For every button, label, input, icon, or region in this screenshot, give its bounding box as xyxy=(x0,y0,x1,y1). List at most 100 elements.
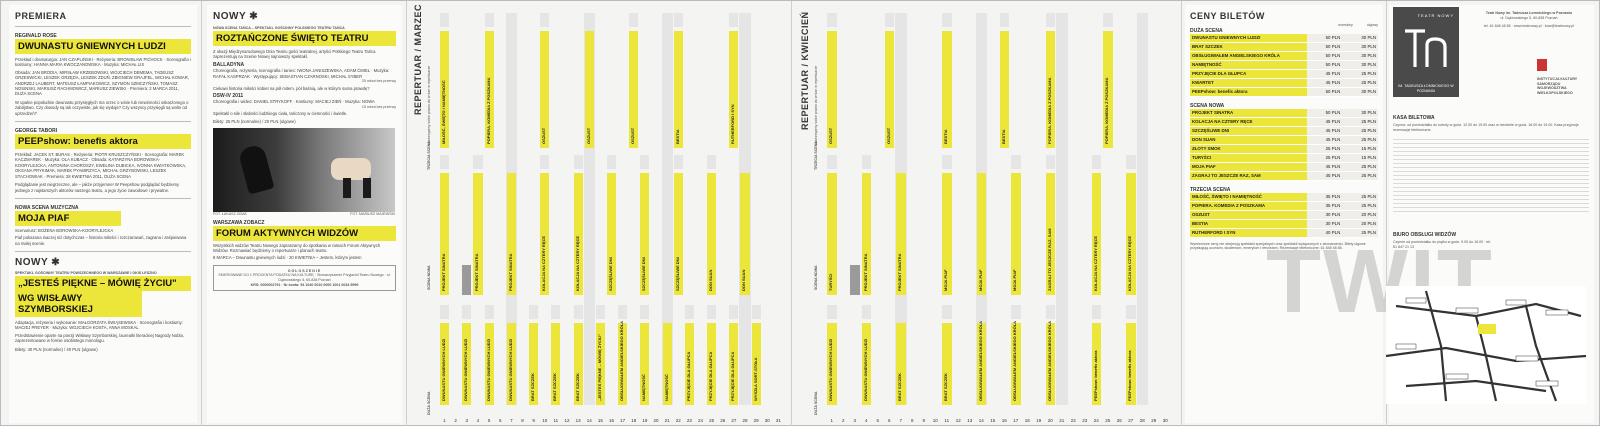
theatre-logo: TEATR NOWY IM. TADEUSZA ŁOMNICKIEGO W PO… xyxy=(1393,7,1459,97)
special-marker xyxy=(462,265,472,295)
play-description: Przedstawienie oparte na poezji Wisławy … xyxy=(15,332,184,343)
event-author: WARSZAWA ZOBACZ xyxy=(213,219,265,226)
time-slot xyxy=(529,305,539,319)
performance-title: DON SUAN xyxy=(708,269,714,291)
day-number: 14 xyxy=(978,418,984,423)
box-office: KASA BILETOWA Czynna: od poniedziałku do… xyxy=(1393,109,1589,213)
performance-cell: OSZUST xyxy=(884,31,894,148)
time-slot xyxy=(1011,155,1021,169)
event-note: SPEKTAKL GOŚCINNY TEATRU POWSZECHNEGO W … xyxy=(15,271,157,276)
time-slot xyxy=(942,13,952,27)
price-table-new: PROJEKT SINATRA 50 PLN 30 PLN KOLACJA NA CZ… xyxy=(1190,108,1378,181)
price-normal: 35 PLN xyxy=(1306,201,1343,211)
performance-cell: MOJA PIAF xyxy=(1011,173,1021,295)
time-slot xyxy=(662,305,672,319)
performance-title: NAMIĘTNOŚĆ xyxy=(663,374,669,401)
price-reduced: 30 PLN xyxy=(1342,87,1378,97)
play-title: MOJA PIAF xyxy=(15,210,121,226)
performance-cell: KOLACJA NA CZTERY RĘCE xyxy=(1126,173,1136,295)
events-panel: NOWY ✱ NOWA SCENA TAŃCA – SPEKTAKL GOŚCI… xyxy=(207,5,402,423)
show-name: DON SUAN xyxy=(1190,135,1307,145)
performance-title: PRZYJĘCIE DLA GŁUPCA xyxy=(685,351,691,401)
sponsor-block: INSTYTUCJA KULTURY SAMORZĄDU WOJEWÓDZTWA… xyxy=(1537,59,1593,99)
performance-title: OSZUST xyxy=(541,127,547,144)
time-slot xyxy=(740,155,750,169)
time-slot xyxy=(473,155,483,169)
fold-line xyxy=(1386,1,1387,426)
performance-cell: KOLACJA NA CZTERY RĘCE xyxy=(540,173,550,295)
asterisk-icon: ✱ xyxy=(51,257,61,269)
performance-title: WYSZŁA SORT-STOŁA xyxy=(752,357,758,401)
time-slot xyxy=(1126,305,1136,319)
time-slot xyxy=(896,155,906,169)
fold-line xyxy=(791,1,792,426)
price-row: SZCZĘŚLIWE DNI 45 PLN 25 PLN xyxy=(1190,126,1378,136)
nowy-header-text: NOWY xyxy=(15,257,48,269)
time-slot xyxy=(942,155,952,169)
day-number: 31 xyxy=(775,418,781,423)
price-normal: 30 PLN xyxy=(1306,219,1343,229)
time-slot xyxy=(440,155,450,169)
performance-cell: BRAT SZCZEK xyxy=(573,323,583,405)
audience-bureau: BIURO OBSŁUGI WIDZÓW Czynne od poniedzia… xyxy=(1393,226,1589,249)
time-slot xyxy=(584,13,594,27)
show-name: PROJEKT SINATRA xyxy=(1190,108,1307,118)
performance-cell: POPIERA. KOMEDIA Z POSZKAMA xyxy=(1103,31,1113,148)
price-table-third: MIŁOŚĆ, ŚWIĘTO I NAMIĘTNOŚĆ 35 PLN 25 PLN P… xyxy=(1190,192,1378,238)
day-number: 1 xyxy=(443,418,446,423)
performance-title: ZAGRAJ TO JESZCZE RAZ, SAM xyxy=(1046,228,1052,291)
day-number: 22 xyxy=(1070,418,1076,423)
time-slot xyxy=(861,305,871,319)
show-name: MIŁOŚĆ, ŚWIĘTO I NAMIĘTNOŚĆ xyxy=(1190,192,1307,202)
show-name: BRAT SZCZEK xyxy=(1190,42,1307,52)
time-slot xyxy=(595,305,605,319)
performance-title: BRAT SZCZEK xyxy=(574,373,580,401)
price-row: PRZYJĘCIE DLA GŁUPCA 45 PLN 25 PLN xyxy=(1190,69,1378,79)
performance-title: POPIERA. KOMEDIA Z POSZKAMA xyxy=(485,77,491,144)
performance-title: POPIERA. KOMEDIA Z POSZKAMA xyxy=(1104,77,1109,144)
day-number: 21 xyxy=(1059,418,1065,423)
show-name: KWARTET xyxy=(1190,78,1307,88)
col-normal: normalny xyxy=(1338,23,1353,27)
time-slot xyxy=(1011,305,1021,319)
performance-title: SZCZĘŚLIWE DNI xyxy=(674,257,680,291)
performance-title: BESTIA xyxy=(943,129,948,144)
price-normal: 50 PLN xyxy=(1306,33,1343,43)
play-description: W upalne popołudnie dwunastu przysięgłyc… xyxy=(15,99,189,116)
show-name: KOLACJA NA CZTERY RĘCE xyxy=(1190,117,1307,127)
event-credits: Choreografia, reżyseria, scenografia i t… xyxy=(213,68,390,79)
stage-heading: DUŻA SCENA xyxy=(1190,27,1223,34)
time-slot xyxy=(729,305,739,319)
day-number: 6 xyxy=(887,418,891,423)
event-dates: 8 MARCA – Dwunastu gniewnych ludzi · 20 … xyxy=(213,255,362,261)
time-slot xyxy=(827,305,837,319)
performance-title: BRAT SZCZEK xyxy=(552,373,558,401)
performance-cell: BESTIA xyxy=(673,31,683,148)
day-number: 26 xyxy=(720,418,726,423)
day-number: 18 xyxy=(1024,418,1030,423)
time-slot xyxy=(673,13,683,27)
sponsor-text: INSTYTUCJA KULTURY SAMORZĄDU WOJEWÓDZTWA… xyxy=(1537,77,1578,95)
performance-title: PROJEKT SINATRA xyxy=(441,253,446,291)
price-row: DON SUAN 45 PLN 25 PLN xyxy=(1190,135,1378,145)
divider xyxy=(15,121,191,123)
performance-title: RUTHERFORD I SYN xyxy=(730,104,736,144)
performance-cell: OSZUST xyxy=(827,31,837,148)
price-table-big: DWUNASTU GNIEWNYCH LUDZI 50 PLN 30 PLN BRAT… xyxy=(1190,33,1378,97)
performance-cell: KOLACJA NA CZTERY RĘCE xyxy=(573,173,583,295)
performance-title: PRZYJĘCIE DLA GŁUPCA xyxy=(708,351,714,401)
event-duration: 15 minut bez przerwy xyxy=(361,104,396,109)
performance-cell: OBSŁUGIWAŁEM ANGIELSKIEGO KRÓLA xyxy=(618,321,628,405)
performance-cell: KOLACJA NA CZTERY RĘCE xyxy=(1091,173,1101,295)
divider xyxy=(15,251,191,253)
stage-heading: SCENA NOWA xyxy=(1190,102,1225,109)
time-slot xyxy=(827,155,837,169)
day-number: 20 xyxy=(1047,418,1053,423)
time-slot xyxy=(729,13,739,27)
price-reduced: 15 PLN xyxy=(1342,153,1378,163)
play-title: DWUNASTU GNIEWNYCH LUDZI xyxy=(15,39,191,54)
price-reduced: 25 PLN xyxy=(1342,162,1378,172)
time-slot xyxy=(751,305,761,319)
performance-cell: PRZYJĘCIE DLA GŁUPCA xyxy=(729,323,739,405)
performance-cell: PEEPshow: benefis aktora xyxy=(1091,323,1101,405)
